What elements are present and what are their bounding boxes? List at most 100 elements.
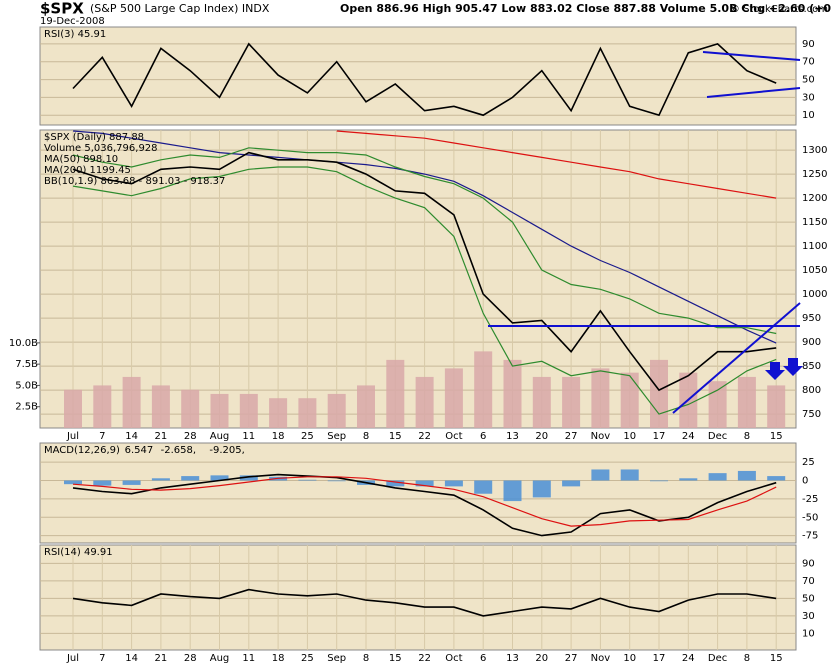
x-tick-label: Oct	[445, 653, 462, 664]
panel-label: $SPX (Daily) 887.88	[44, 132, 144, 143]
y-tick-label: 30	[802, 92, 815, 103]
panel-label: MACD(12,26,9)	[44, 445, 120, 456]
x-tick-label: 15	[389, 653, 402, 664]
y-tick-label: 1300	[802, 145, 827, 156]
bar	[591, 469, 610, 481]
bar	[327, 480, 346, 482]
y-tick-label: -75	[802, 531, 818, 542]
y-tick-label: 1200	[802, 193, 827, 204]
y-tick-label: 1150	[802, 217, 827, 228]
panel-bg	[39, 544, 797, 651]
bar	[386, 480, 405, 487]
y-tick-label: -25	[802, 494, 818, 505]
y-tick-label: 900	[802, 337, 821, 348]
x-tick-label: Oct	[445, 431, 462, 442]
bar	[708, 381, 727, 428]
y2-tick-label: 2.5B	[15, 402, 38, 413]
legend-entry: -9.205,	[209, 445, 244, 456]
bar	[210, 393, 229, 428]
arrow	[783, 358, 803, 376]
series-line	[72, 166, 777, 415]
series-line	[72, 151, 777, 392]
x-tick-label: 18	[272, 653, 285, 664]
bar	[679, 478, 698, 481]
panel-bg	[39, 442, 797, 544]
x-tick-label: 6	[480, 653, 486, 664]
y-tick-label: 1050	[802, 265, 827, 276]
x-tick-label: 18	[272, 431, 285, 442]
bar	[562, 376, 581, 428]
y-tick-label: 950	[802, 313, 821, 324]
y2-tick-label: 5.0B	[15, 380, 38, 391]
panel-label: RSI(3) 45.91	[44, 29, 106, 40]
series-line	[336, 130, 777, 199]
bar	[474, 351, 493, 428]
y2-tick-label: 10.0B	[9, 338, 38, 349]
x-tick-label: 13	[506, 653, 519, 664]
bar	[239, 393, 258, 428]
x-tick-label: 21	[155, 653, 168, 664]
panel-bg	[39, 26, 797, 126]
credit: © StockCharts.com	[730, 4, 828, 15]
x-tick-label: 20	[535, 431, 548, 442]
bar	[620, 469, 639, 481]
bar	[181, 476, 200, 481]
x-tick-label: 15	[770, 653, 783, 664]
x-tick-label: 7	[99, 431, 105, 442]
x-tick-label: 28	[184, 653, 197, 664]
symbol: $SPX	[40, 0, 84, 18]
bar	[151, 385, 170, 428]
bar	[503, 480, 522, 502]
bar	[151, 478, 170, 481]
bar	[122, 376, 141, 428]
bar	[767, 476, 786, 481]
arrow	[765, 362, 785, 380]
bar	[591, 368, 610, 428]
x-tick-label: 11	[242, 653, 255, 664]
bar	[298, 479, 317, 481]
x-tick-label: 22	[418, 431, 431, 442]
x-tick-label: 24	[682, 653, 695, 664]
bar	[93, 385, 112, 428]
bar	[474, 480, 493, 494]
bar	[357, 385, 375, 428]
annotations	[488, 51, 803, 414]
y-tick-label: 25	[802, 457, 815, 468]
support-trendline	[672, 302, 801, 414]
bar	[239, 475, 258, 481]
y-tick-label: 10	[802, 628, 815, 639]
bar	[181, 389, 200, 428]
panel-label: RSI(14) 49.91	[44, 547, 113, 558]
y-tick-label: 850	[802, 361, 821, 372]
y-tick-label: 0	[802, 476, 808, 487]
y-tick-label: 1100	[802, 241, 827, 252]
x-tick-label: 20	[535, 653, 548, 664]
x-tick-label: Sep	[327, 653, 346, 664]
bar	[298, 398, 317, 428]
x-tick-label: 17	[653, 431, 666, 442]
series-line	[72, 473, 777, 537]
legend-entry: 6.547	[125, 445, 154, 456]
bar	[415, 480, 434, 487]
bar	[650, 480, 668, 482]
x-tick-label: 8	[363, 431, 369, 442]
x-tick-label: Dec	[708, 653, 727, 664]
rsi-trendline-bottom	[706, 87, 801, 98]
x-tick-label: 27	[565, 431, 578, 442]
y-tick-label: 90	[802, 558, 815, 569]
bar	[444, 368, 463, 428]
series-line	[72, 588, 777, 617]
y-tick-label: 90	[802, 39, 815, 50]
x-tick-label: 8	[744, 431, 750, 442]
x-tick-label: 22	[418, 653, 431, 664]
x-tick-label: Aug	[210, 431, 230, 442]
x-tick-label: 24	[682, 431, 695, 442]
y-tick-label: 800	[802, 385, 821, 396]
y-tick-label: 1250	[802, 169, 827, 180]
legend-entry: MA(200) 1199.45	[44, 165, 131, 176]
bar	[210, 475, 229, 481]
bar	[386, 359, 405, 428]
bar	[767, 385, 786, 428]
x-tick-label: Aug	[210, 653, 230, 664]
bar	[532, 376, 551, 428]
